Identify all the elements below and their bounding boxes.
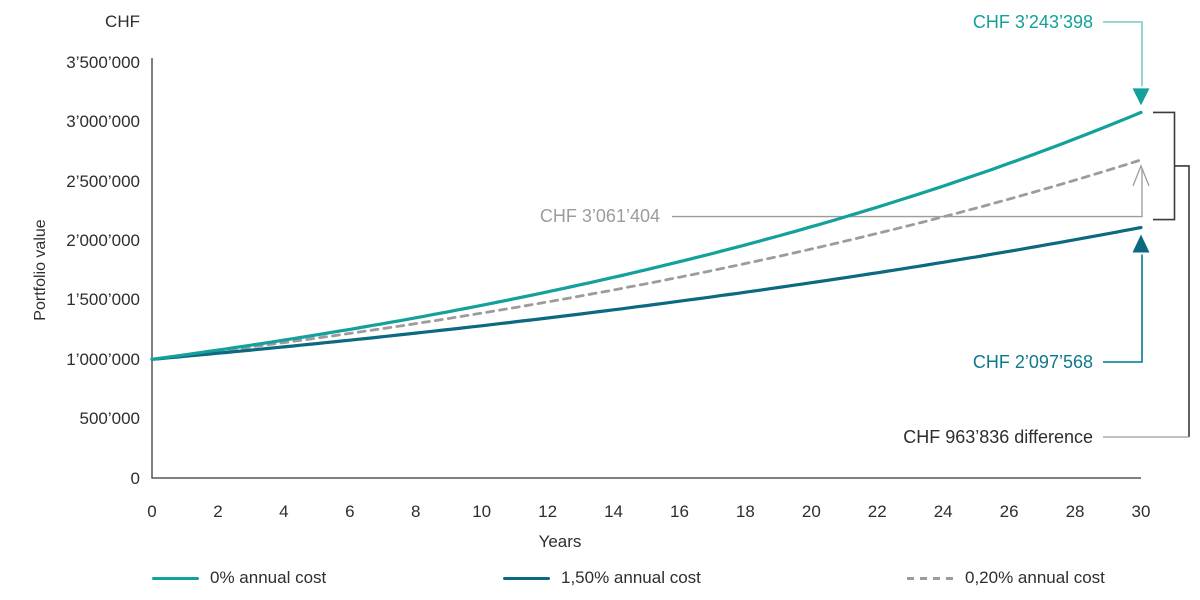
x-tick-label: 26 <box>999 502 1019 521</box>
y-tick-label: 1’000’000 <box>66 349 140 369</box>
legend-label: 0% annual cost <box>210 568 327 587</box>
x-tick-label: 20 <box>801 502 821 521</box>
annotation-end-value-020pct-cost: CHF 3’061’404 <box>539 206 660 226</box>
x-tick-label: 10 <box>472 502 492 521</box>
annotation-line-bottom <box>1103 254 1143 363</box>
y-tick-label: 500’000 <box>79 409 140 429</box>
annotation-line-middle <box>672 167 1143 218</box>
x-tick-label: 12 <box>538 502 558 521</box>
y-tick-label: 1’500’000 <box>66 290 140 310</box>
y-axis-title: Portfolio value <box>32 219 49 321</box>
legend-line-swatch-dashed-gray <box>907 576 954 580</box>
x-tick-label: 22 <box>867 502 887 521</box>
x-tick-label: 16 <box>669 502 689 521</box>
y-tick-label: 0 <box>130 468 140 488</box>
x-tick-label: 28 <box>1065 502 1085 521</box>
y-tick-label: 3’500’000 <box>66 53 140 73</box>
y-axis-unit-label: CHF <box>105 12 140 31</box>
down-arrow-icon <box>1132 88 1150 106</box>
axes-lines <box>151 58 1141 479</box>
legend-label: 0,20% annual cost <box>965 568 1105 587</box>
curve-0-annual-cost <box>150 110 1143 361</box>
curve-0-20-annual-cost <box>150 158 1143 361</box>
legend-line-swatch-solid-teal <box>152 576 199 580</box>
x-tick-label: 0 <box>147 502 157 521</box>
x-tick-label: 14 <box>604 502 623 521</box>
difference-bracket <box>1153 111 1190 437</box>
annotation-end-value-0pct-cost: CHF 3’243’398 <box>972 12 1093 32</box>
x-tick-label: 8 <box>410 502 421 521</box>
annotation-line-top <box>1103 21 1143 87</box>
x-tick-label: 4 <box>279 502 289 521</box>
curve-1-50-annual-cost <box>150 225 1143 361</box>
up-arrow-icon <box>1132 234 1150 253</box>
open-up-arrow-icon <box>1132 164 1150 187</box>
y-tick-label: 2’000’000 <box>66 231 140 251</box>
legend-line-swatch-solid-darkteal <box>503 576 550 580</box>
annotation-end-value-150pct-cost: CHF 2’097’568 <box>972 352 1093 372</box>
legend-item-150pct-annual-cost: 1,50% annual cost <box>503 567 701 589</box>
x-tick-label: 30 <box>1131 502 1151 521</box>
legend-item-0pct-annual-cost: 0% annual cost <box>152 567 326 589</box>
legend-label: 1,50% annual cost <box>561 568 701 587</box>
annotation-difference-value: CHF 963’836 difference <box>903 427 1093 447</box>
chart-legend: 0% annual cost 1,50% annual cost 0,20% a… <box>0 567 1200 593</box>
x-tick-label: 6 <box>345 502 355 521</box>
x-tick-label: 24 <box>933 502 953 521</box>
x-axis-title: Years <box>538 532 582 551</box>
y-tick-label: 3’000’000 <box>66 112 140 132</box>
x-tick-label: 18 <box>735 502 755 521</box>
y-tick-label: 2’500’000 <box>66 171 140 191</box>
legend-item-020pct-annual-cost: 0,20% annual cost <box>907 567 1105 589</box>
x-tick-label: 2 <box>213 502 223 521</box>
